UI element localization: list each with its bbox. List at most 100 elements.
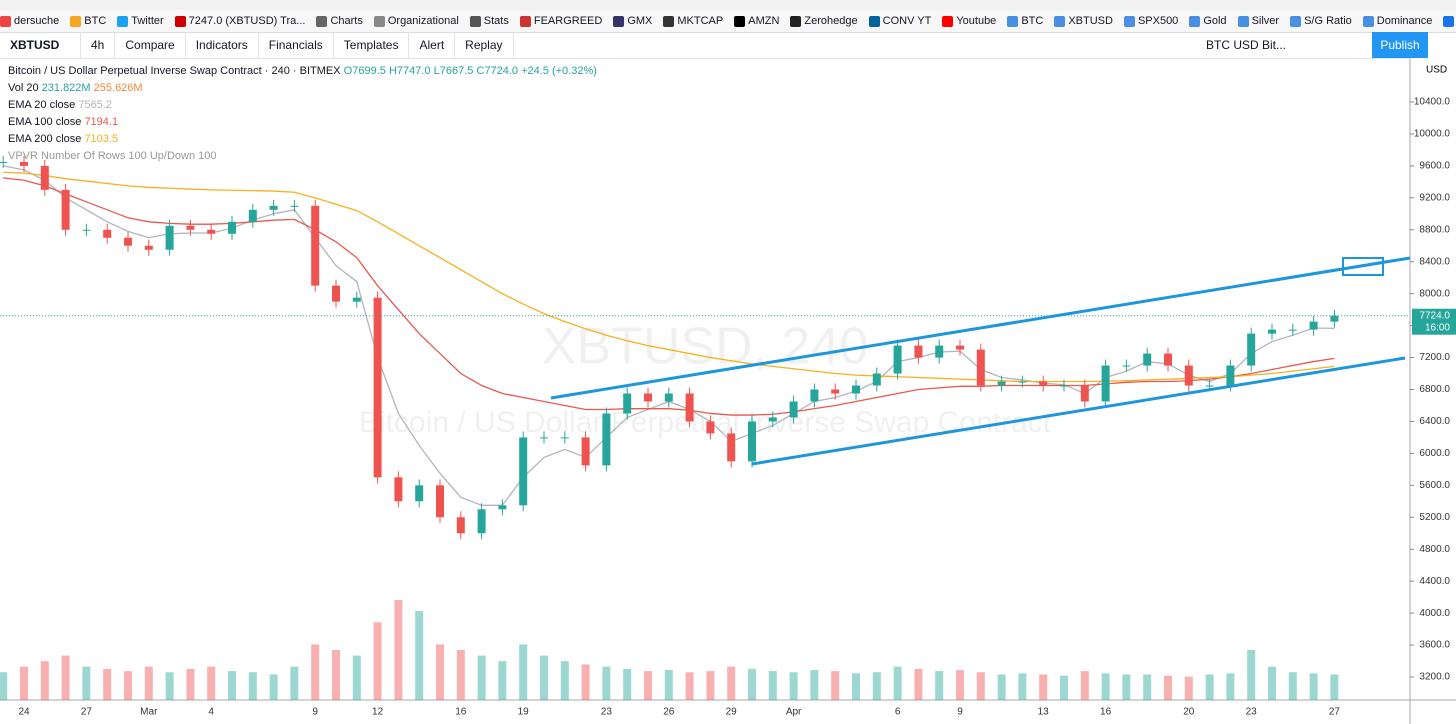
bookmark[interactable]: AMZN: [734, 15, 779, 27]
volume-bar: [935, 671, 944, 700]
candle-body: [602, 413, 611, 466]
volume-bar: [248, 672, 257, 700]
volume-bar: [748, 668, 756, 700]
bookmark[interactable]: 7247.0 (XBTUSD) Tra...: [174, 15, 306, 27]
toolbar-button[interactable]: Replay: [455, 32, 514, 58]
ohlc-value: +24.5 (+0.32%): [521, 65, 597, 77]
volume-bar: [1060, 675, 1068, 700]
bookmark[interactable]: Youtube: [942, 15, 996, 27]
candle-body: [935, 345, 944, 358]
bookmark-label: Twitter: [131, 15, 164, 27]
candle-body: [1060, 385, 1068, 387]
y-tick-label: 10400.0: [1414, 97, 1451, 108]
bookmark[interactable]: dersuche: [0, 15, 59, 27]
volume-bar: [789, 672, 798, 700]
ema-line: [3, 177, 1335, 416]
candle-body: [186, 225, 195, 230]
currency: USD: [1426, 65, 1447, 76]
bookmark[interactable]: MKTCAP: [663, 15, 723, 27]
toolbar-button[interactable]: Indicators: [186, 32, 259, 58]
bookmark-label: 7247.0 (XBTUSD) Tra...: [188, 15, 306, 27]
candle-body: [228, 221, 236, 234]
interval[interactable]: 4h: [81, 32, 116, 58]
candle-body: [165, 225, 174, 250]
volume-bar: [664, 670, 673, 700]
candle-body: [914, 345, 923, 358]
candle-body: [103, 229, 112, 238]
bookmark-icon: [942, 15, 954, 27]
bookmark[interactable]: Organizational: [373, 15, 459, 27]
y-tick-label: 8800.0: [1419, 224, 1450, 235]
x-tick-label: 19: [518, 707, 530, 718]
bookmark-icon: [70, 15, 82, 27]
ema-value: 7103.5: [84, 133, 119, 145]
toolbar-button[interactable]: Templates: [334, 32, 410, 58]
volume-bar: [1143, 674, 1152, 700]
bookmark[interactable]: Zerohedge: [790, 15, 858, 27]
bookmark[interactable]: BTC: [1007, 15, 1043, 27]
bookmark[interactable]: CONV YT: [868, 15, 931, 27]
bookmark-label: Stats: [483, 15, 509, 27]
bookmark[interactable]: BOOKS: [1443, 15, 1456, 27]
symbol[interactable]: XBTUSD: [0, 32, 81, 58]
bookmark[interactable]: XBTUSD: [1054, 15, 1113, 27]
watermark: Bitcoin / US Dollar Perpetual Inverse Sw…: [359, 406, 1052, 439]
volume-bar: [602, 666, 611, 700]
bookmark-label: BTC: [1021, 15, 1044, 27]
x-tick-label: Mar: [140, 707, 158, 718]
candle-body: [540, 437, 548, 439]
volume-bar: [103, 668, 112, 700]
volume-bar: [727, 666, 736, 700]
bookmark-icon: [519, 15, 531, 27]
bookmark-label: XBTUSD: [1068, 15, 1113, 27]
bookmark[interactable]: S/G Ratio: [1290, 15, 1352, 27]
layout[interactable]: BTC USD Bit...: [1206, 32, 1286, 58]
volume-bar: [394, 600, 403, 700]
volume-bar: [519, 644, 528, 700]
bookmark-label: GMX: [627, 15, 653, 27]
y-tick-label: 5600.0: [1419, 480, 1450, 491]
volume-bar: [1018, 673, 1027, 700]
volume-bar: [415, 611, 424, 700]
bookmark-label: AMZN: [748, 15, 780, 27]
candle-body: [1205, 385, 1214, 387]
candle-body: [1080, 385, 1089, 402]
candle-body: [415, 485, 424, 502]
y-tick-label: 7200.0: [1419, 352, 1450, 363]
publish-button[interactable]: Publish: [1372, 32, 1428, 58]
bookmark[interactable]: GMX: [613, 15, 652, 27]
bookmark[interactable]: Silver: [1237, 15, 1279, 27]
volume-bar: [1122, 674, 1131, 700]
toolbar-button[interactable]: Compare: [115, 32, 186, 58]
bookmark[interactable]: Stats: [469, 15, 509, 27]
bookmark[interactable]: Gold: [1189, 15, 1227, 27]
candle-body: [1309, 321, 1318, 330]
bookmark[interactable]: FEARGREED: [519, 15, 603, 27]
ema-legend: EMA 20 close 7565.2 EMA 100 close 7194.1 E…: [8, 97, 597, 148]
volume-bar: [872, 672, 881, 700]
candle-body: [519, 437, 528, 506]
volume-bar: [124, 671, 132, 700]
layout-name[interactable]: BTC USD Bit...: [1205, 38, 1286, 52]
bookmark[interactable]: SPX500: [1123, 15, 1178, 27]
chart: XBTUSD, 240 Bitcoin / US Dollar Perpetual…: [0, 58, 1456, 724]
bookmark[interactable]: Twitter: [117, 15, 164, 27]
y-tick-label: 10000.0: [1414, 129, 1451, 140]
x-tick-label: 9: [312, 707, 318, 718]
volume-bar: [332, 650, 340, 700]
ema-value: 7565.2: [78, 99, 112, 111]
toolbar-button[interactable]: Alert: [409, 32, 456, 58]
bookmark[interactable]: Dominance: [1362, 15, 1432, 27]
bookmark-label: FEARGREED: [533, 15, 603, 27]
bookmark-icon: [469, 15, 481, 27]
address-bar: [0, 0, 1456, 10]
x-tick-label: 9: [957, 707, 963, 718]
ohlc-value: L7667.5: [433, 65, 474, 77]
bookmark[interactable]: BTC: [70, 15, 106, 27]
volume-bar: [0, 672, 8, 700]
bookmark[interactable]: Charts: [316, 15, 363, 27]
toolbar-button[interactable]: Financials: [259, 32, 334, 58]
bookmarks-bar: dersuche BTC Twitter 7247.0 (XBTUSD) Tra...…: [0, 10, 1456, 33]
candle-body: [581, 437, 590, 466]
candle-body: [893, 345, 902, 374]
